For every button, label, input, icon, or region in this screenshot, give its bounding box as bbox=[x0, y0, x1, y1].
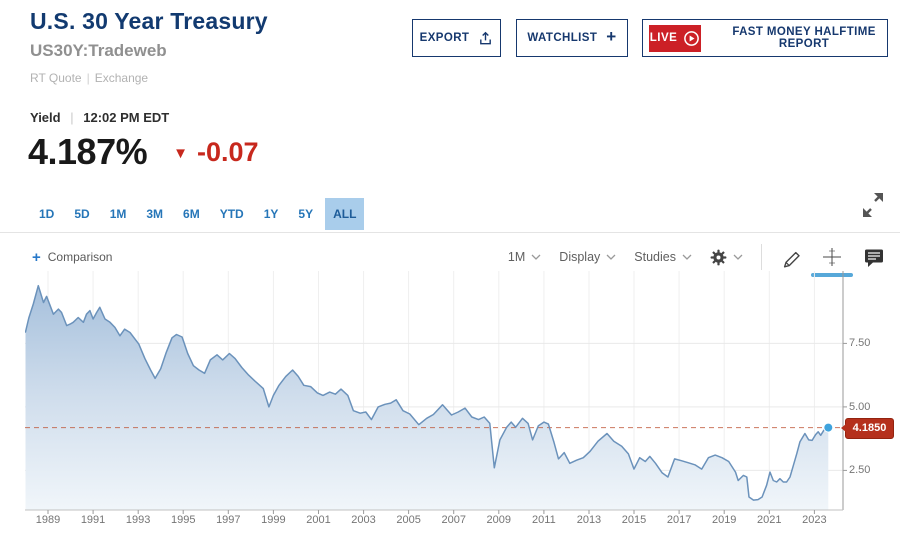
last-yield-value: 4.187% bbox=[28, 131, 148, 172]
selected-tool-indicator bbox=[811, 273, 853, 277]
x-tick-label: 2019 bbox=[711, 514, 737, 526]
quote-price-row: 4.187% ▼ -0.07 bbox=[28, 131, 259, 173]
play-icon bbox=[684, 30, 700, 46]
page-title: U.S. 30 Year Treasury bbox=[30, 8, 268, 34]
studies-dropdown[interactable]: Studies bbox=[634, 250, 692, 264]
display-label: Display bbox=[559, 250, 601, 264]
x-tick-label: 1991 bbox=[80, 514, 106, 526]
watchlist-label: WATCHLIST bbox=[527, 32, 598, 44]
comments-button[interactable] bbox=[862, 247, 886, 268]
x-tick-label: 1993 bbox=[125, 514, 151, 526]
chevron-down-icon bbox=[682, 254, 692, 260]
last-price-tag: 4.1850 bbox=[841, 417, 894, 439]
comparison-label: Comparison bbox=[47, 250, 113, 264]
tab-1m[interactable]: 1M bbox=[109, 207, 127, 221]
x-tick-label: 2005 bbox=[396, 514, 421, 526]
crosshair-tool-button[interactable] bbox=[811, 245, 853, 277]
live-label: LIVE bbox=[649, 32, 678, 44]
x-tick-label: 2007 bbox=[441, 514, 466, 526]
divider bbox=[761, 244, 762, 270]
tab-5d[interactable]: 5D bbox=[74, 207, 90, 221]
settings-dropdown[interactable] bbox=[710, 249, 743, 266]
separator: | bbox=[70, 110, 74, 125]
field-label: Yield bbox=[30, 110, 61, 125]
x-tick-label: 1995 bbox=[170, 514, 196, 526]
x-tick-label: 1989 bbox=[35, 514, 61, 526]
export-button[interactable]: EXPORT bbox=[412, 19, 501, 57]
live-stream-button[interactable]: LIVE FAST MONEY HALFTIME REPORT bbox=[642, 19, 888, 57]
plus-icon: + bbox=[606, 27, 617, 46]
live-show-title: FAST MONEY HALFTIME REPORT bbox=[732, 26, 876, 50]
interval-label: 1M bbox=[507, 250, 526, 264]
tab-1d[interactable]: 1D bbox=[39, 207, 55, 221]
export-icon bbox=[480, 31, 492, 44]
x-tick-label: 2003 bbox=[351, 514, 376, 526]
add-comparison-button[interactable]: + Comparison bbox=[32, 246, 112, 268]
chevron-down-icon bbox=[606, 254, 616, 260]
yield-history-chart[interactable] bbox=[25, 271, 848, 517]
crosshair-icon bbox=[823, 248, 841, 266]
quote-source: RT Quote | Exchange bbox=[30, 71, 148, 85]
tab-ytd[interactable]: YTD bbox=[219, 207, 244, 221]
comment-icon bbox=[865, 249, 883, 267]
interval-dropdown[interactable]: 1M bbox=[508, 250, 541, 264]
tab-all[interactable]: ALL bbox=[325, 198, 365, 230]
x-tick-label: 1999 bbox=[261, 514, 286, 526]
studies-label: Studies bbox=[634, 250, 676, 264]
x-tick-label: 2015 bbox=[621, 514, 647, 526]
live-badge: LIVE bbox=[649, 24, 702, 52]
expand-chart-icon[interactable] bbox=[856, 188, 890, 222]
instrument-symbol: US30Y:Tradeweb bbox=[30, 41, 167, 60]
plus-icon: + bbox=[32, 248, 41, 266]
draw-tool-button[interactable] bbox=[780, 246, 802, 268]
price-change: ▼ -0.07 bbox=[173, 137, 258, 168]
y-tick-label: 2.50 bbox=[849, 464, 871, 477]
tab-5y[interactable]: 5Y bbox=[298, 207, 314, 221]
separator: | bbox=[86, 71, 90, 85]
watchlist-button[interactable]: WATCHLIST + bbox=[516, 19, 628, 57]
x-tick-label: 2011 bbox=[532, 514, 556, 526]
change-value: -0.07 bbox=[196, 136, 259, 167]
tab-3m[interactable]: 3M bbox=[146, 207, 164, 221]
quote-type: RT Quote bbox=[30, 71, 82, 85]
quote-meta: Yield | 12:02 PM EDT bbox=[30, 110, 169, 125]
pencil-icon bbox=[783, 251, 800, 268]
export-label: EXPORT bbox=[419, 32, 470, 44]
x-tick-label: 2023 bbox=[802, 514, 827, 526]
y-tick-label: 7.50 bbox=[849, 337, 871, 350]
y-tick-label: 5.00 bbox=[849, 400, 871, 413]
x-tick-label: 2009 bbox=[486, 514, 512, 526]
divider bbox=[0, 232, 900, 233]
exchange-link[interactable]: Exchange bbox=[94, 71, 149, 85]
x-tick-label: 1997 bbox=[216, 514, 241, 526]
down-arrow-icon: ▼ bbox=[173, 145, 188, 162]
tab-1y[interactable]: 1Y bbox=[263, 207, 279, 221]
gear-icon bbox=[710, 249, 727, 265]
x-tick-label: 2013 bbox=[576, 514, 602, 526]
x-tick-label: 2001 bbox=[306, 514, 331, 526]
chevron-down-icon bbox=[733, 254, 743, 260]
quote-timestamp: 12:02 PM EDT bbox=[83, 110, 170, 125]
chart-tools: 1M Display Studies bbox=[508, 241, 886, 277]
x-tick-label: 2017 bbox=[666, 514, 692, 526]
tab-6m[interactable]: 6M bbox=[183, 207, 200, 221]
x-tick-label: 2021 bbox=[757, 514, 782, 526]
display-dropdown[interactable]: Display bbox=[559, 250, 616, 264]
chevron-down-icon bbox=[531, 254, 541, 260]
range-tabs: 1D 5D 1M 3M 6M YTD 1Y 5Y ALL bbox=[31, 198, 365, 230]
